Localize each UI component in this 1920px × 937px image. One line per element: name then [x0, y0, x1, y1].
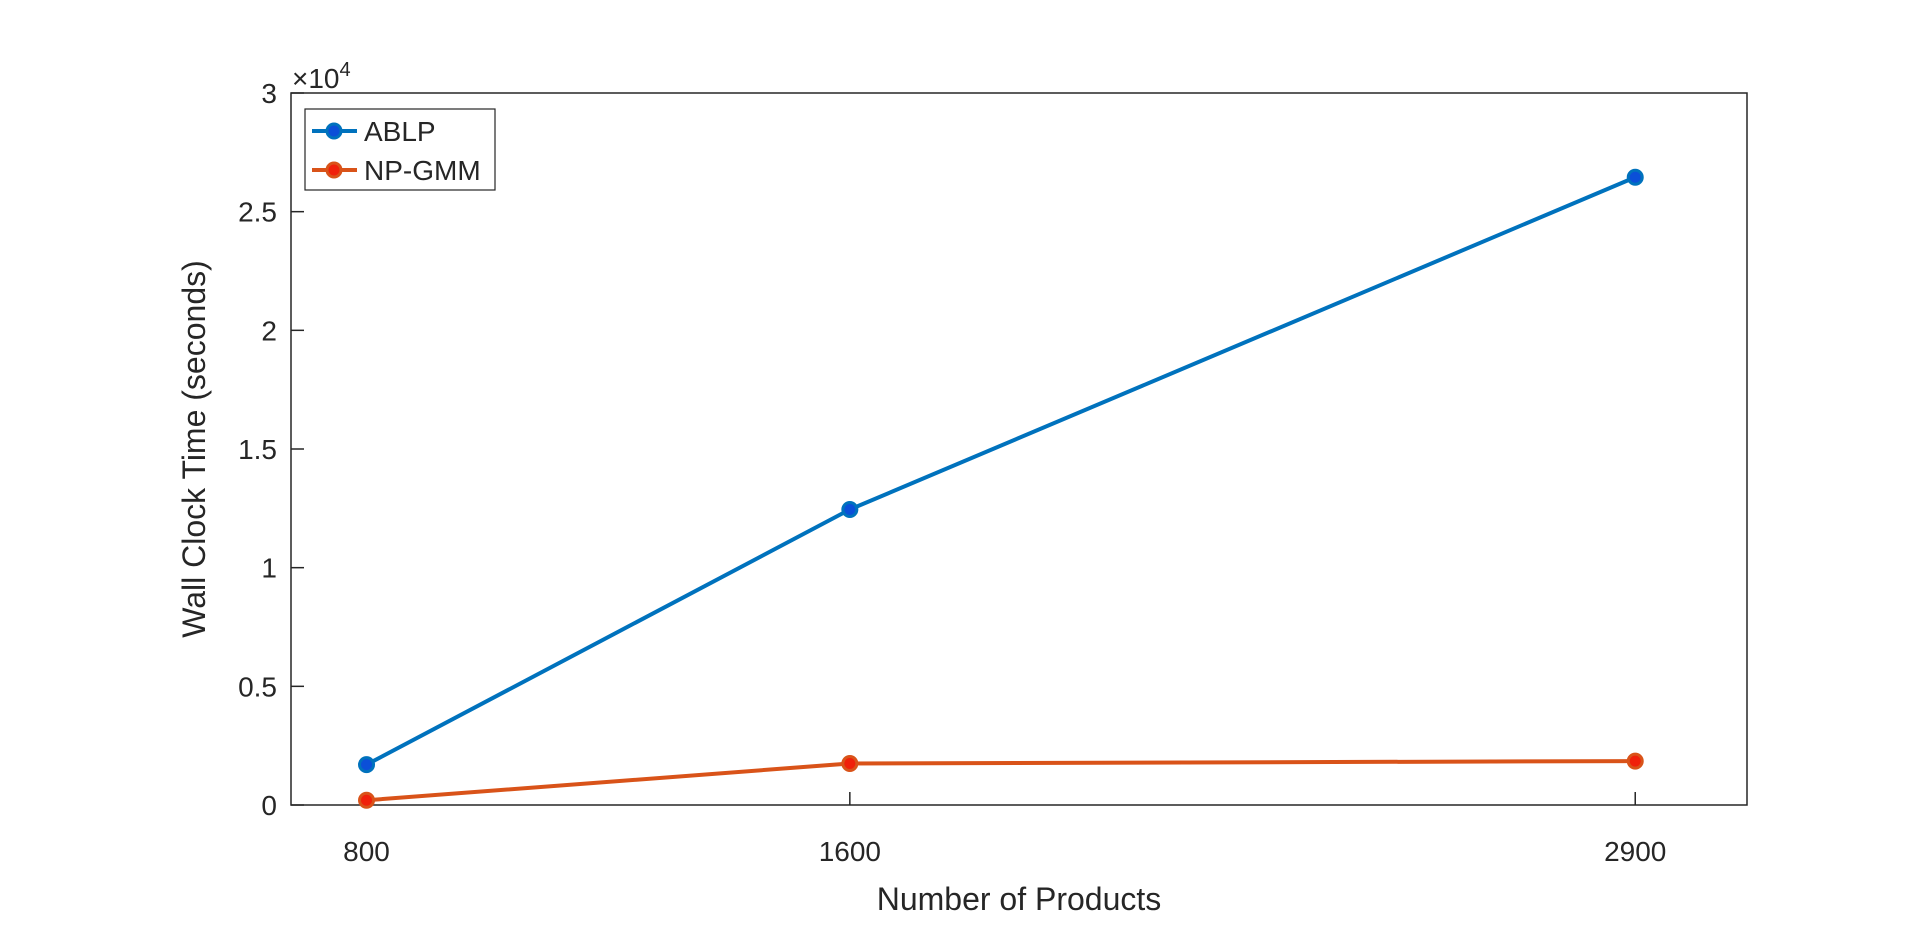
y-exponent-base: ×10 [292, 63, 340, 94]
y-tick-label: 0.5 [238, 671, 277, 702]
data-point-np-gmm [841, 754, 859, 772]
y-exponent-label: ×104 [292, 59, 351, 94]
legend-marker-ablp [325, 122, 343, 140]
legend-marker-np-gmm [325, 161, 343, 179]
legend-label-np-gmm: NP-GMM [364, 155, 481, 186]
x-axis-label: Number of Products [877, 881, 1162, 917]
plot-area [290, 92, 1748, 806]
y-tick-label: 0 [261, 790, 277, 821]
x-tick-label: 800 [343, 836, 390, 867]
legend-label-ablp: ABLP [364, 116, 436, 147]
y-tick-label: 3 [261, 78, 277, 109]
y-exponent-power: 4 [340, 59, 351, 81]
y-tick-label: 2 [261, 315, 277, 346]
data-point-np-gmm [358, 791, 376, 809]
x-tick-label: 2900 [1604, 836, 1666, 867]
y-tick-label: 2.5 [238, 197, 277, 228]
y-axis-label: Wall Clock Time (seconds) [176, 260, 212, 638]
data-point-ablp [841, 501, 859, 519]
y-tick-label: 1 [261, 553, 277, 584]
data-point-np-gmm [1626, 752, 1644, 770]
x-tick-label: 1600 [819, 836, 881, 867]
data-point-ablp [1626, 168, 1644, 186]
legend: ABLP NP-GMM [304, 108, 496, 191]
y-tick-label: 1.5 [238, 434, 277, 465]
series-layer [358, 168, 1644, 809]
y-axis-ticks: 0 0.5 1 1.5 2 2.5 3 [238, 78, 304, 821]
data-point-ablp [358, 756, 376, 774]
